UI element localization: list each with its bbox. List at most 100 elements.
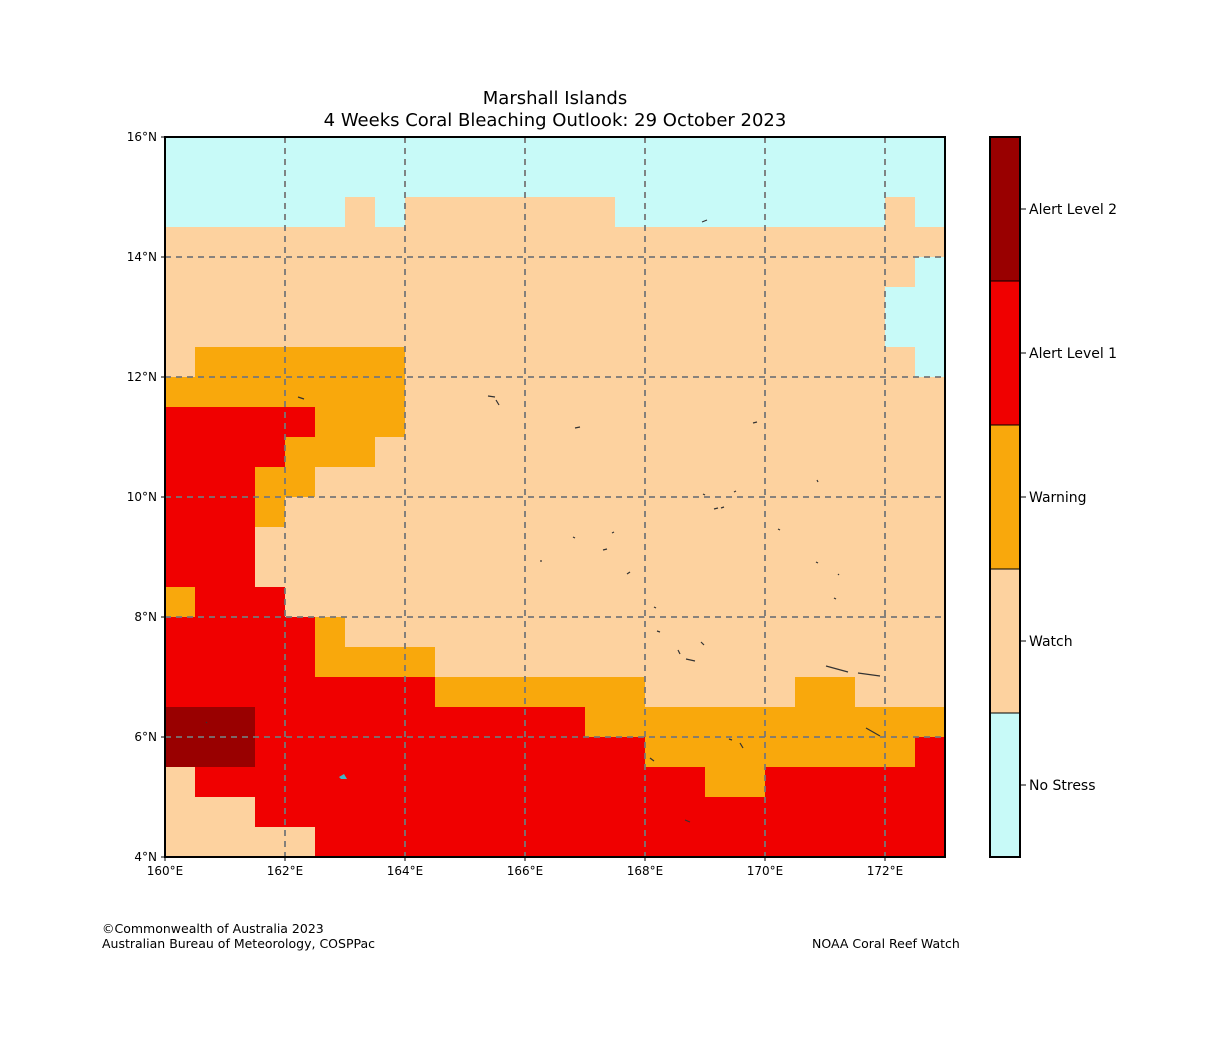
grid-cell: [195, 527, 226, 558]
grid-cell: [855, 737, 886, 768]
grid-cell: [375, 317, 406, 348]
grid-cell: [855, 707, 886, 738]
legend-swatch: [989, 136, 1021, 282]
grid-cell: [825, 827, 856, 858]
grid-cell: [345, 407, 376, 438]
grid-cell: [555, 767, 586, 798]
grid-cell: [645, 557, 676, 588]
grid-cell: [255, 797, 286, 828]
grid-cell: [825, 617, 856, 648]
grid-cell: [555, 347, 586, 378]
grid-cell: [615, 647, 646, 678]
grid-cell: [675, 737, 706, 768]
grid-cell: [525, 437, 556, 468]
grid-cell: [825, 137, 856, 168]
grid-cell: [495, 737, 526, 768]
grid-cell: [765, 377, 796, 408]
grid-cell: [465, 347, 496, 378]
grid-cell: [675, 317, 706, 348]
grid-cell: [405, 467, 436, 498]
grid-cell: [855, 557, 886, 588]
grid-cell: [435, 407, 466, 438]
grid-cell: [315, 257, 346, 288]
island-mark: [339, 774, 347, 779]
grid-cell: [315, 527, 346, 558]
grid-cell: [885, 677, 916, 708]
grid-cell: [225, 797, 256, 828]
grid-cell: [285, 287, 316, 318]
grid-cell: [855, 527, 886, 558]
grid-cell: [255, 617, 286, 648]
grid-cell: [795, 617, 826, 648]
grid-cell: [315, 677, 346, 708]
grid-cell: [675, 527, 706, 558]
grid-cell: [915, 797, 946, 828]
grid-cell: [435, 347, 466, 378]
grid-cell: [885, 227, 916, 258]
grid-cell: [345, 677, 376, 708]
island-mark: [602, 548, 608, 551]
grid-cell: [495, 287, 526, 318]
grid-cell: [225, 557, 256, 588]
grid-cell: [795, 227, 826, 258]
grid-cell: [345, 377, 376, 408]
island-mark: [495, 399, 500, 406]
grid-cell: [375, 587, 406, 618]
grid-cell: [675, 437, 706, 468]
island-mark: [205, 721, 208, 724]
grid-cell: [285, 437, 316, 468]
island-mark: [777, 528, 781, 531]
grid-cell: [195, 197, 226, 228]
grid-cell: [285, 797, 316, 828]
grid-cell: [465, 527, 496, 558]
grid-cell: [225, 197, 256, 228]
grid-cell: [735, 287, 766, 318]
grid-cell: [405, 167, 436, 198]
grid-cell: [765, 767, 796, 798]
grid-cell: [345, 197, 376, 228]
grid-cell: [825, 497, 856, 528]
grid-cell: [585, 767, 616, 798]
grid-cell: [585, 587, 616, 618]
grid-cell: [405, 647, 436, 678]
grid-cell: [255, 587, 286, 618]
grid-cell: [825, 737, 856, 768]
grid-cell: [165, 587, 196, 618]
grid-cell: [855, 167, 886, 198]
grid-cell: [255, 407, 286, 438]
grid-cell: [285, 617, 316, 648]
grid-cell: [555, 167, 586, 198]
grid-cell: [525, 527, 556, 558]
grid-cell: [525, 617, 556, 648]
grid-cell: [765, 497, 796, 528]
grid-cell: [465, 257, 496, 288]
grid-cell: [255, 647, 286, 678]
grid-cell: [525, 317, 556, 348]
grid-cell: [615, 707, 646, 738]
grid-cell: [795, 797, 826, 828]
grid-cell: [555, 437, 586, 468]
grid-cell: [735, 137, 766, 168]
grid-cell: [165, 677, 196, 708]
grid-cell: [885, 257, 916, 288]
grid-cell: [555, 497, 586, 528]
grid-cell: [285, 257, 316, 288]
grid-cell: [405, 347, 436, 378]
map-title: Marshall Islands: [482, 88, 628, 109]
grid-cell: [255, 497, 286, 528]
island-mark: [701, 219, 708, 223]
grid-cell: [435, 377, 466, 408]
grid-cell: [405, 497, 436, 528]
island-mark: [677, 649, 681, 655]
grid-cell: [675, 197, 706, 228]
grid-cell: [435, 647, 466, 678]
grid-cell: [825, 407, 856, 438]
grid-cell: [615, 467, 646, 498]
legend-label: Alert Level 2: [1029, 202, 1117, 218]
grid-cell: [855, 347, 886, 378]
grid-cell: [555, 707, 586, 738]
grid-cell: [465, 377, 496, 408]
grid-cell: [165, 227, 196, 258]
grid-cell: [885, 437, 916, 468]
